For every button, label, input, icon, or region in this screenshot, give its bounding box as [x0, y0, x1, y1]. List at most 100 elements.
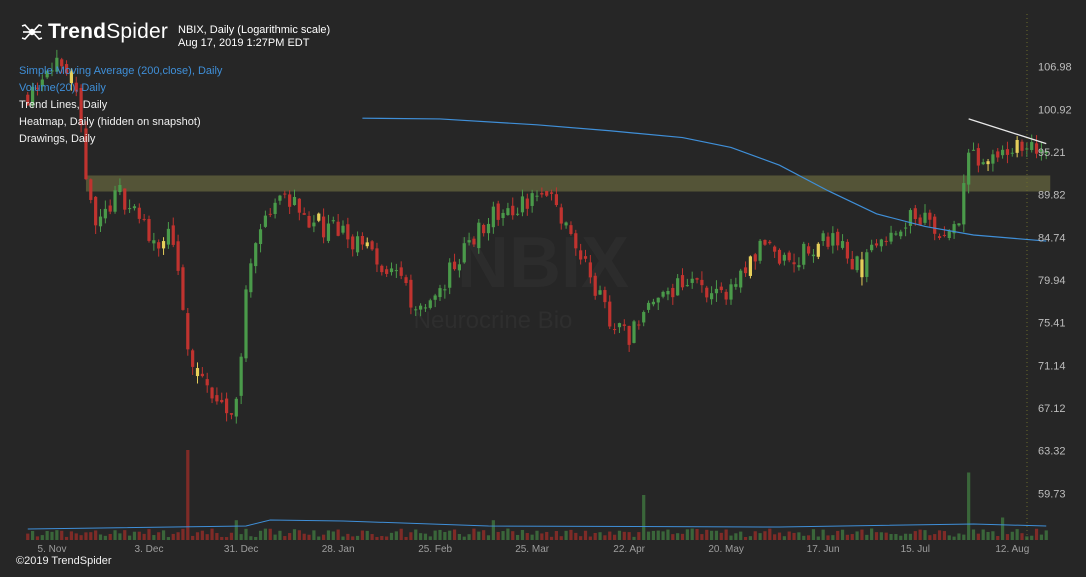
candle-body — [574, 233, 578, 249]
candle-body — [31, 86, 35, 106]
candle-body — [35, 87, 40, 89]
volume-bar — [884, 532, 888, 540]
candle-body — [705, 287, 709, 298]
candle-body — [137, 207, 141, 219]
volume-bar — [889, 534, 893, 540]
volume-bar — [181, 528, 185, 540]
y-tick-label: 89.82 — [1038, 190, 1066, 202]
candle-body — [482, 224, 486, 234]
legend-drawings[interactable]: Drawings, Daily — [19, 133, 96, 145]
volume-bar — [593, 532, 597, 540]
volume-bar — [477, 531, 481, 540]
candle-body — [375, 248, 379, 265]
candle-body — [128, 208, 132, 210]
volume-bar — [128, 535, 132, 540]
indicator-legend: Simple Moving Average (200,close), Daily… — [19, 63, 222, 148]
candle-body — [743, 267, 748, 274]
candle-body — [549, 192, 554, 194]
candle-body — [268, 213, 272, 215]
x-tick-label: 31. Dec — [224, 544, 258, 555]
candle-body — [64, 64, 69, 74]
candle-body — [297, 198, 301, 213]
candle-body — [181, 267, 185, 310]
candle-body — [322, 216, 326, 238]
legend-sma[interactable]: Simple Moving Average (200,close), Daily — [19, 65, 223, 77]
volume-bar — [64, 536, 69, 540]
legend-heatmap[interactable]: Heatmap, Daily (hidden on snapshot) — [19, 116, 201, 128]
candle-body — [840, 241, 845, 248]
volume-bar — [933, 534, 937, 540]
volume-bar — [258, 530, 263, 540]
spider-icon — [21, 24, 43, 40]
candle-body — [516, 213, 520, 215]
candle-body — [545, 191, 549, 196]
volume-bar — [680, 533, 685, 540]
candle-body — [399, 267, 403, 276]
volume-bar — [283, 536, 287, 540]
volume-bar — [322, 534, 326, 540]
volume-bar — [55, 530, 59, 540]
volume-bar — [520, 529, 525, 540]
candle-body — [530, 193, 534, 206]
candle-body — [1010, 152, 1014, 154]
candle-body — [312, 222, 316, 227]
candle-body — [307, 215, 311, 228]
candle-body — [904, 227, 908, 229]
volume-bar — [74, 533, 78, 540]
volume-bar — [365, 530, 369, 540]
volume-bar — [622, 531, 626, 540]
volume-bar — [894, 534, 898, 540]
volume-bar — [845, 534, 849, 540]
y-tick-label: 59.73 — [1038, 488, 1066, 500]
candle-body — [680, 275, 685, 288]
volume-bar — [448, 530, 452, 540]
volume-bar — [511, 531, 515, 540]
volume-bar — [229, 532, 234, 540]
candle-body — [292, 196, 297, 206]
candle-body — [103, 208, 107, 219]
candle-body — [874, 243, 879, 246]
volume-bar — [981, 529, 985, 540]
volume-bar — [1020, 533, 1024, 540]
volume-bar — [351, 536, 355, 540]
volume-bar — [583, 530, 588, 540]
volume-bar — [753, 531, 757, 540]
volume-bar — [559, 536, 563, 540]
volume-bar — [996, 536, 1000, 540]
symbol-line: NBIX, Daily (Logarithmic scale) — [178, 24, 331, 36]
candle-body — [661, 291, 665, 297]
volume-bar — [603, 535, 607, 540]
candle-body — [811, 254, 816, 257]
x-tick-label: 22. Apr — [613, 544, 645, 555]
candle-body — [94, 196, 98, 226]
candle-body — [486, 223, 491, 234]
candle-body — [739, 270, 743, 288]
trendline-layer — [968, 118, 1047, 145]
volume-bar — [1010, 531, 1014, 540]
candle-body — [472, 238, 476, 245]
legend-trend-lines[interactable]: Trend Lines, Daily — [19, 99, 108, 111]
candle-body — [1030, 142, 1034, 151]
candle-body — [666, 290, 670, 295]
volume-bar — [467, 534, 471, 540]
volume-bar — [797, 532, 801, 540]
volume-bar — [831, 535, 835, 540]
candle-body — [651, 301, 655, 305]
candle-body — [225, 398, 229, 414]
legend-volume[interactable]: Volume(20), Daily — [19, 82, 106, 94]
volume-bar — [637, 532, 641, 540]
volume-bar — [394, 531, 398, 540]
volume-bar — [748, 536, 752, 540]
x-tick-label: 12. Aug — [995, 544, 1029, 555]
volume-bar — [249, 536, 253, 540]
y-tick-label: 100.92 — [1038, 104, 1072, 116]
volume-bar — [60, 530, 64, 540]
brand-name: TrendSpider — [48, 20, 169, 43]
watermark: NBIX Neurocrine Bio — [414, 223, 629, 334]
candle-body — [845, 241, 849, 259]
candle-body — [438, 288, 442, 298]
volume-bar — [166, 537, 170, 540]
candle-body — [787, 252, 791, 261]
volume-bar — [210, 528, 214, 540]
